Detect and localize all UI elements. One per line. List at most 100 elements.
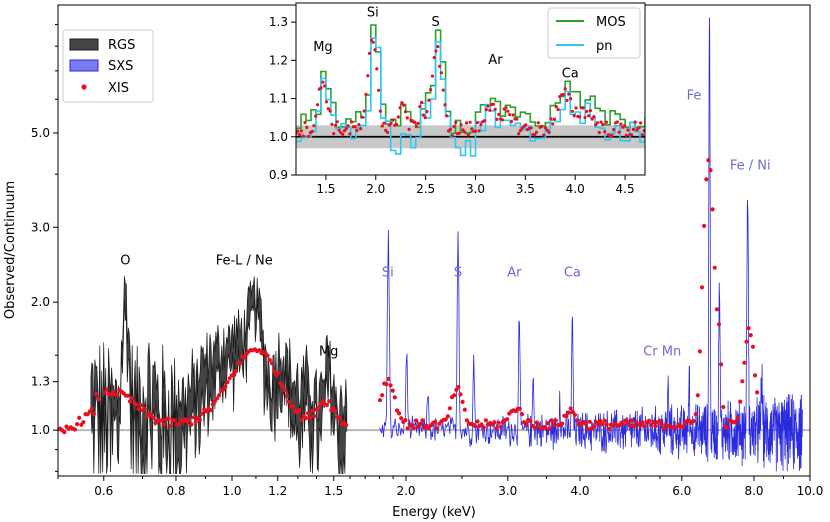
xis-point [392, 395, 397, 400]
inset-axes-frame [295, 2, 646, 176]
inset-legend: MOS pn [547, 7, 641, 59]
inset-x-tick-label: 1.5 [316, 182, 335, 196]
inset-xis-point [612, 128, 616, 132]
inset-xis-point [597, 130, 601, 135]
xis-point [331, 406, 336, 411]
inset-xis-point [439, 71, 443, 75]
xis-point [386, 376, 391, 381]
xis-point [284, 393, 289, 398]
xis-point [602, 418, 607, 423]
inset-xis-point [357, 123, 361, 127]
xis-point [333, 409, 338, 414]
xis-point [433, 419, 438, 424]
xis-point [172, 418, 177, 423]
inset-xis-point [323, 84, 327, 88]
y-axis-label: Observed/Continuum [3, 181, 18, 319]
inset-xis-point [418, 104, 422, 109]
xis-point [413, 418, 419, 423]
xis-point [72, 427, 77, 432]
inset-annotation-label: S [431, 15, 439, 30]
inset-y-ticks: 0.9 1.0 1.1 1.2 1.3 [269, 15, 296, 182]
x-tick-label: 10.0 [797, 484, 824, 498]
sxs-spectrum [379, 17, 803, 472]
inset-xis-point [303, 120, 307, 125]
xis-point [96, 397, 101, 402]
xis-point [699, 285, 705, 290]
inset-xis-point [626, 128, 630, 132]
inset-xis-point [443, 103, 447, 107]
inset-xis-point [529, 126, 533, 130]
x-tick-label: 0.6 [94, 484, 113, 498]
inset-xis-point [360, 115, 364, 119]
xis-point [746, 326, 751, 331]
inset-xis-point [475, 121, 479, 125]
xis-point [318, 401, 323, 407]
xis-point [214, 396, 219, 401]
xis-point [282, 387, 287, 393]
annotation-label: Fe / Ni [730, 159, 771, 174]
xis-points [58, 158, 760, 435]
inset-xis-point [301, 134, 305, 138]
xis-point [473, 424, 478, 429]
xis-point [233, 368, 239, 374]
inset-annotation-label: Si [367, 5, 379, 20]
inset-xis-point [436, 45, 440, 49]
xis-point [498, 424, 503, 429]
y-tick-label: 5.0 [31, 126, 50, 140]
inset-xis-point [420, 100, 424, 105]
inset-xis-point [486, 104, 490, 108]
inset-xis-point [477, 129, 481, 133]
inset-xis-point [373, 48, 377, 52]
xis-point [647, 418, 652, 423]
xis-point [94, 391, 99, 396]
xis-point [81, 420, 86, 425]
xis-point [591, 424, 597, 429]
inset-x-tick-label: 2.0 [366, 182, 385, 196]
xis-point [62, 430, 67, 435]
inset-xis-points [296, 38, 645, 138]
xis-point [464, 418, 469, 423]
xis-point [384, 382, 389, 387]
xis-point [458, 392, 463, 397]
inset-xis-point [457, 131, 461, 135]
xis-point [640, 420, 645, 425]
inset-xis-point [479, 123, 483, 127]
inset-xis-point [430, 74, 434, 78]
inset-xis-point [572, 114, 576, 118]
inset-xis-point [524, 123, 528, 127]
legend-label-pn: pn [596, 39, 613, 54]
xis-point [653, 424, 658, 429]
inset-xis-point [574, 106, 578, 110]
x-tick-label: 8.0 [744, 484, 763, 498]
inset-xis-point [536, 121, 540, 125]
inset-xis-point [583, 115, 587, 120]
inset-xis-point [484, 108, 488, 112]
inset-xis-point [633, 120, 637, 124]
inset-annotations: Mg Si S Ar Ca [313, 5, 579, 81]
xis-point [176, 422, 181, 427]
xis-point [443, 417, 448, 422]
inset-xis-point [639, 121, 643, 125]
xis-point [416, 424, 421, 429]
inset-annotation-label: Ca [562, 67, 579, 82]
xis-point [744, 339, 749, 344]
legend-label-mos: MOS [596, 15, 626, 30]
inset-xis-point [640, 133, 645, 137]
xis-point [136, 406, 141, 412]
xis-point [435, 426, 440, 431]
inset-xis-point [454, 120, 458, 125]
xis-point [197, 417, 202, 422]
inset-xis-point [310, 129, 314, 134]
inset-xis-point [394, 122, 399, 126]
inset-xis-point [549, 117, 553, 121]
inset-xis-point [497, 112, 501, 116]
inset-xis-point [610, 133, 614, 137]
xis-point [75, 422, 80, 427]
inset-xis-point [348, 132, 352, 136]
xis-point [231, 371, 236, 376]
inset-xis-point [482, 119, 487, 123]
inset-xis-point [434, 49, 438, 53]
inset-xis-point [412, 120, 417, 124]
inset-xis-point [631, 127, 636, 131]
inset-xis-point [587, 114, 591, 118]
